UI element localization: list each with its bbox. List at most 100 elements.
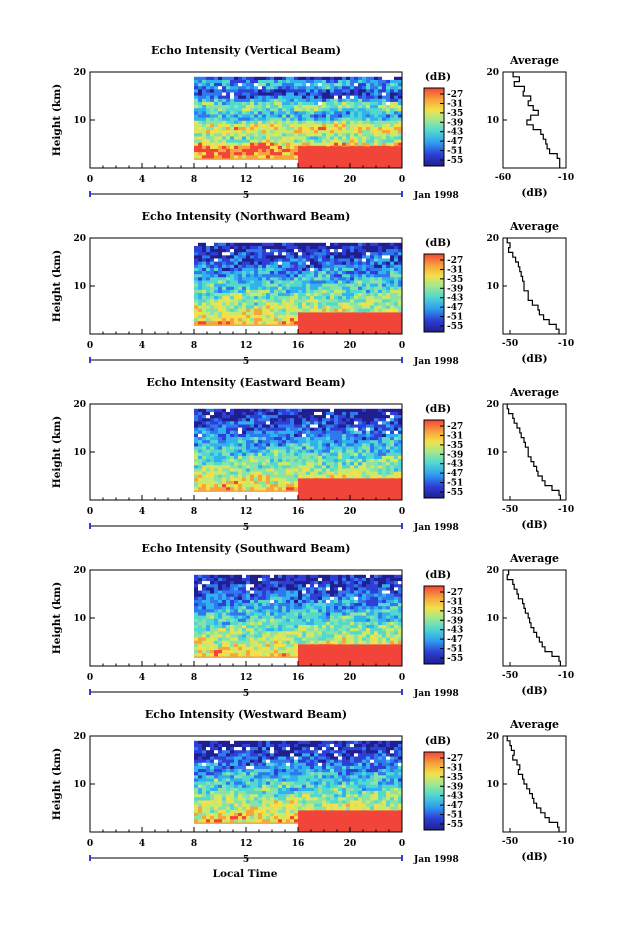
colorbar [423, 87, 445, 167]
colorbar-label: (dB) [425, 237, 451, 249]
date-label: Jan 1998 [413, 357, 459, 367]
x-tick-label: 16 [292, 175, 305, 185]
strong-echo-region [298, 312, 402, 334]
profile-x-tick-label: -50 [502, 671, 518, 681]
profile-title: Average [509, 54, 559, 67]
colorbar-tick-label: -35 [447, 275, 463, 285]
profile-y-tick-label: 10 [486, 116, 499, 126]
day-label: 5 [243, 357, 249, 367]
profile-x-tick-label: -50 [502, 339, 518, 349]
colorbar-tick-label: -39 [447, 616, 463, 626]
x-tick-label: 0 [87, 673, 93, 683]
x-tick-label: 20 [344, 839, 357, 849]
x-tick-label: 20 [344, 673, 357, 683]
colorbar-tick-label: -51 [447, 313, 463, 323]
echo-intensity-field [90, 72, 403, 168]
colorbar-tick-label: -39 [447, 118, 463, 128]
x-tick-label: 20 [344, 507, 357, 517]
colorbar-tick-label: -35 [447, 607, 463, 617]
x-tick-label: 16 [292, 507, 305, 517]
profile-x-tick-label: -10 [558, 505, 574, 515]
profile-y-tick-label: 10 [486, 448, 499, 458]
heatmap-title: Echo Intensity (Vertical Beam) [151, 44, 341, 57]
y-tick-label: 10 [73, 282, 86, 292]
profile-y-tick-label: 10 [486, 282, 499, 292]
profile-title: Average [509, 386, 559, 399]
colorbar-tick-label: -43 [447, 626, 463, 636]
colorbar [423, 585, 445, 665]
echo-intensity-field [90, 736, 403, 832]
day-label: 5 [243, 523, 249, 533]
strong-echo-region [298, 644, 402, 666]
colorbar-tick-label: -47 [447, 469, 463, 479]
colorbar-tick-label: -55 [447, 322, 463, 332]
colorbar-tick-label: -39 [447, 450, 463, 460]
echo-intensity-field [90, 570, 403, 666]
colorbar-tick-label: -55 [447, 488, 463, 498]
colorbar-label: (dB) [425, 735, 451, 747]
profile-title: Average [509, 220, 559, 233]
colorbar-tick-label: -47 [447, 303, 463, 313]
profile-x-tick-label: -10 [558, 671, 574, 681]
profile-line [506, 570, 561, 666]
colorbar-tick-label: -55 [447, 156, 463, 166]
echo-intensity-field [90, 404, 403, 500]
profile-y-tick-label: 10 [486, 780, 499, 790]
x-tick-label: 8 [191, 175, 197, 185]
y-axis-label: Height (km) [51, 84, 63, 156]
panel-1: Echo Intensity (Northward Beam) 20 10 Heigh… [51, 210, 574, 367]
x-tick-label: 12 [240, 175, 253, 185]
y-tick-label: 10 [73, 448, 86, 458]
day-label: 5 [243, 689, 249, 699]
colorbar-label: (dB) [425, 403, 451, 415]
profile-x-tick-label: -60 [495, 173, 511, 183]
colorbar-tick-label: -31 [447, 99, 463, 109]
colorbar-tick-label: -51 [447, 645, 463, 655]
panel-0: Echo Intensity (Vertical Beam) 20 10 Height… [51, 44, 574, 201]
profile-y-tick-label: 20 [486, 234, 499, 244]
colorbar-tick-label: -43 [447, 128, 463, 138]
profile-y-tick-label: 20 [486, 68, 499, 78]
x-tick-label: 12 [240, 341, 253, 351]
colorbar-tick-label: -47 [447, 635, 463, 645]
colorbar-tick-label: -43 [447, 294, 463, 304]
x-tick-label: 12 [240, 673, 253, 683]
profile-x-axis-label: (dB) [521, 187, 547, 199]
heatmap-title: Echo Intensity (Northward Beam) [142, 210, 351, 223]
x-tick-label: 0 [399, 175, 405, 185]
profile-x-tick-label: -10 [558, 339, 574, 349]
profile-x-axis-label: (dB) [521, 519, 547, 531]
strong-echo-region [298, 478, 402, 500]
echo-intensity-field [90, 238, 403, 334]
x-tick-label: 20 [344, 341, 357, 351]
profile-x-tick-label: -50 [502, 837, 518, 847]
y-tick-label: 20 [73, 566, 86, 576]
y-axis-label: Height (km) [51, 748, 63, 820]
colorbar-tick-label: -35 [447, 441, 463, 451]
x-tick-label: 4 [139, 341, 145, 351]
date-label: Jan 1998 [413, 523, 459, 533]
colorbar-tick-label: -47 [447, 801, 463, 811]
colorbar-tick-label: -55 [447, 820, 463, 830]
date-label: Jan 1998 [413, 855, 459, 865]
profile-x-tick-label: -10 [558, 837, 574, 847]
colorbar-tick-label: -27 [447, 754, 463, 764]
colorbar-tick-label: -55 [447, 654, 463, 664]
profile-title: Average [509, 718, 559, 731]
colorbar-tick-label: -27 [447, 90, 463, 100]
heatmap-title: Echo Intensity (Westward Beam) [145, 708, 347, 721]
colorbar [423, 419, 445, 499]
colorbar-tick-label: -51 [447, 147, 463, 157]
colorbar [423, 751, 445, 831]
colorbar-tick-label: -31 [447, 431, 463, 441]
x-tick-label: 8 [191, 673, 197, 683]
y-axis-label: Height (km) [51, 582, 63, 654]
strong-echo-region [298, 810, 402, 832]
colorbar-tick-label: -39 [447, 782, 463, 792]
x-tick-label: 16 [292, 341, 305, 351]
x-tick-label: 0 [399, 507, 405, 517]
colorbar-tick-label: -31 [447, 265, 463, 275]
colorbar-label: (dB) [425, 71, 451, 83]
colorbar-tick-label: -43 [447, 792, 463, 802]
profile-line [506, 736, 560, 832]
